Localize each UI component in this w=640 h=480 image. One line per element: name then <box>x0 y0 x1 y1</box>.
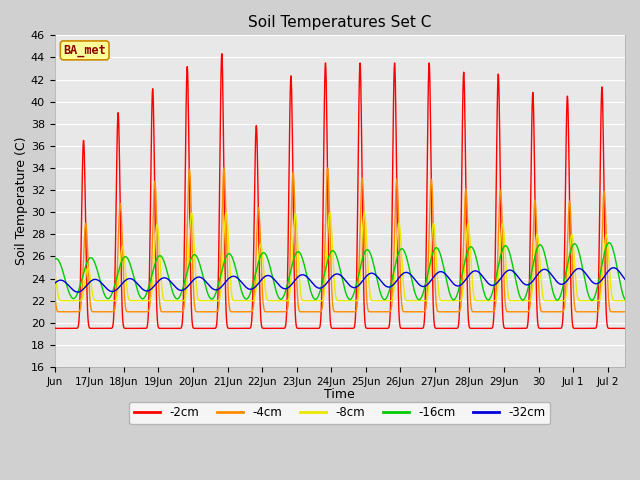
Y-axis label: Soil Temperature (C): Soil Temperature (C) <box>15 137 28 265</box>
Text: BA_met: BA_met <box>63 44 106 57</box>
X-axis label: Time: Time <box>324 388 355 401</box>
Legend: -2cm, -4cm, -8cm, -16cm, -32cm: -2cm, -4cm, -8cm, -16cm, -32cm <box>129 402 550 424</box>
Title: Soil Temperatures Set C: Soil Temperatures Set C <box>248 15 431 30</box>
